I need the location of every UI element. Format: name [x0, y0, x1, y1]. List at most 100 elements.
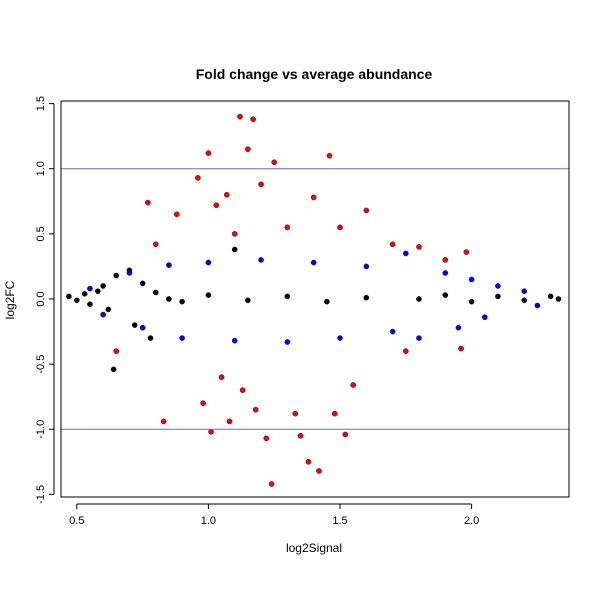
data-point: [100, 283, 106, 289]
y-tick-label: 1.0: [35, 161, 47, 176]
data-point: [258, 257, 264, 263]
data-point: [73, 297, 80, 304]
y-tick-label: -1.0: [35, 420, 47, 439]
data-point: [534, 302, 541, 309]
y-tick-label: -1.5: [35, 485, 47, 504]
data-point: [126, 270, 133, 276]
data-point: [237, 113, 243, 120]
data-point: [271, 159, 278, 166]
data-point: [442, 257, 449, 263]
data-point: [139, 280, 146, 287]
data-point: [131, 322, 138, 328]
data-point: [495, 283, 501, 289]
data-point: [389, 241, 396, 248]
data-point: [297, 432, 304, 439]
data-point: [463, 249, 470, 255]
data-point: [152, 241, 159, 248]
data-point: [213, 202, 220, 209]
y-tick-label: -0.5: [35, 355, 47, 374]
series-2: [113, 113, 470, 487]
data-point: [324, 298, 330, 305]
data-point: [226, 418, 233, 425]
y-tick-label: 1.5: [35, 96, 47, 111]
data-point: [224, 191, 230, 198]
data-point: [442, 292, 449, 298]
data-point: [458, 345, 464, 352]
data-point: [468, 298, 475, 305]
data-point: [245, 146, 251, 152]
y-tick-label: 0.0: [35, 291, 47, 306]
data-point: [416, 335, 422, 341]
series-0: [66, 246, 562, 373]
data-point: [258, 181, 264, 188]
plot-area: [61, 113, 569, 487]
data-point: [310, 194, 317, 201]
data-point: [139, 324, 146, 331]
data-point: [95, 288, 101, 294]
data-point: [442, 270, 449, 276]
data-point: [113, 272, 120, 279]
series-1: [87, 250, 541, 345]
y-axis-label: log2FC: [3, 280, 17, 319]
data-point: [310, 259, 317, 266]
data-point: [284, 293, 291, 300]
x-tick-label: 1.5: [332, 515, 347, 527]
data-point: [166, 296, 172, 302]
data-point: [179, 298, 185, 305]
data-point: [316, 468, 322, 474]
data-point: [160, 418, 167, 425]
data-point: [403, 348, 409, 354]
data-point: [403, 250, 409, 257]
data-point: [231, 231, 238, 237]
data-point: [555, 296, 562, 302]
data-point: [547, 293, 554, 300]
data-point: [231, 337, 238, 344]
data-point: [87, 301, 93, 308]
data-point: [416, 244, 422, 250]
data-point: [521, 297, 528, 304]
data-point: [110, 366, 117, 373]
data-point: [292, 410, 299, 417]
data-point: [231, 246, 238, 253]
data-point: [284, 339, 291, 345]
data-point: [205, 150, 212, 156]
data-point: [363, 207, 370, 214]
data-point: [481, 314, 488, 321]
x-tick-label: 2.0: [464, 515, 479, 527]
data-point: [337, 224, 343, 231]
data-point: [350, 382, 356, 388]
data-point: [152, 289, 159, 296]
data-point: [331, 410, 338, 417]
data-point: [87, 285, 93, 292]
data-point: [245, 297, 251, 304]
data-point: [252, 406, 259, 413]
data-point: [208, 429, 214, 435]
data-point: [205, 259, 212, 266]
x-tick-label: 0.5: [69, 515, 84, 527]
data-point: [250, 116, 256, 123]
data-point: [389, 328, 396, 335]
data-point: [363, 263, 370, 270]
data-point: [81, 290, 88, 297]
data-point: [263, 435, 270, 442]
data-point: [521, 288, 528, 294]
data-point: [66, 293, 72, 300]
axes: 0.5 1.0 1.5 2.0 -1.5 -1.0 -0.5 0.0 0.5 1.0 1.5: [35, 96, 479, 527]
data-point: [179, 335, 185, 341]
data-point: [166, 262, 172, 268]
data-point: [305, 459, 312, 465]
data-point: [147, 335, 154, 341]
data-point: [205, 292, 212, 298]
data-point: [495, 293, 501, 300]
data-point: [145, 199, 151, 206]
data-point: [200, 400, 206, 407]
data-point: [113, 348, 120, 354]
data-point: [468, 276, 475, 283]
data-point: [363, 294, 370, 301]
x-axis-label: log2Signal: [286, 541, 342, 555]
data-point: [268, 481, 275, 487]
data-point: [342, 431, 349, 438]
data-point: [416, 296, 422, 302]
data-point: [239, 387, 246, 393]
data-point: [105, 306, 112, 313]
